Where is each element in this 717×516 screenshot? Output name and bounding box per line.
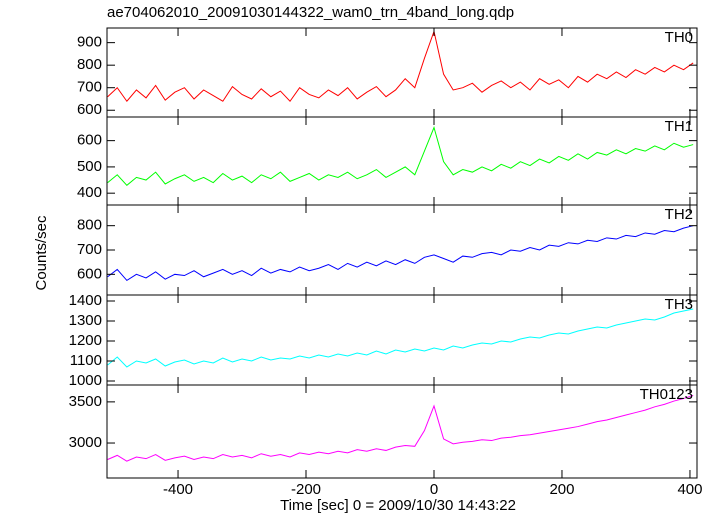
panel-frame (106, 384, 698, 479)
y-tick-label: 700 (77, 79, 102, 96)
x-tick-label: -400 (163, 481, 193, 498)
light-curve (107, 308, 694, 368)
y-tick-label: 1400 (69, 292, 102, 309)
y-tick-label: 3500 (69, 393, 102, 410)
chart-title: ae704062010_20091030144322_wam0_trn_4ban… (107, 4, 514, 21)
x-tick-label: 400 (677, 481, 702, 498)
y-axis-label: Counts/sec (33, 215, 50, 291)
light-curve (107, 29, 694, 103)
panel-label: TH2 (665, 206, 693, 223)
panel-label: TH0 (665, 29, 693, 46)
y-tick-label: 600 (77, 101, 102, 118)
y-tick-label: 900 (77, 34, 102, 51)
y-tick-label: 600 (77, 265, 102, 282)
panel-label: TH1 (665, 118, 693, 135)
y-tick-label: 500 (77, 158, 102, 175)
x-tick-label: 0 (430, 481, 438, 498)
y-tick-label: 1300 (69, 312, 102, 329)
panel-frame (106, 27, 698, 118)
panel-label: TH3 (665, 296, 693, 313)
y-tick-label: 1000 (69, 372, 102, 389)
y-tick-label: 3000 (69, 434, 102, 451)
panel-label: TH0123 (640, 386, 693, 403)
y-tick-label: 800 (77, 56, 102, 73)
panel-frame (106, 116, 698, 206)
x-axis-label: Time [sec] 0 = 2009/10/30 14:43:22 (280, 497, 516, 514)
light-curve (107, 225, 694, 282)
light-curve (107, 394, 694, 462)
y-tick-label: 800 (77, 217, 102, 234)
y-tick-label: 1200 (69, 332, 102, 349)
x-tick-label: 200 (549, 481, 574, 498)
x-tick-label: -200 (291, 481, 321, 498)
panel-frame (106, 204, 698, 296)
light-curve (107, 125, 694, 186)
y-tick-label: 600 (77, 132, 102, 149)
y-tick-label: 400 (77, 184, 102, 201)
panel-frame (106, 294, 698, 386)
y-tick-label: 1100 (70, 352, 102, 369)
y-tick-label: 700 (77, 241, 102, 258)
